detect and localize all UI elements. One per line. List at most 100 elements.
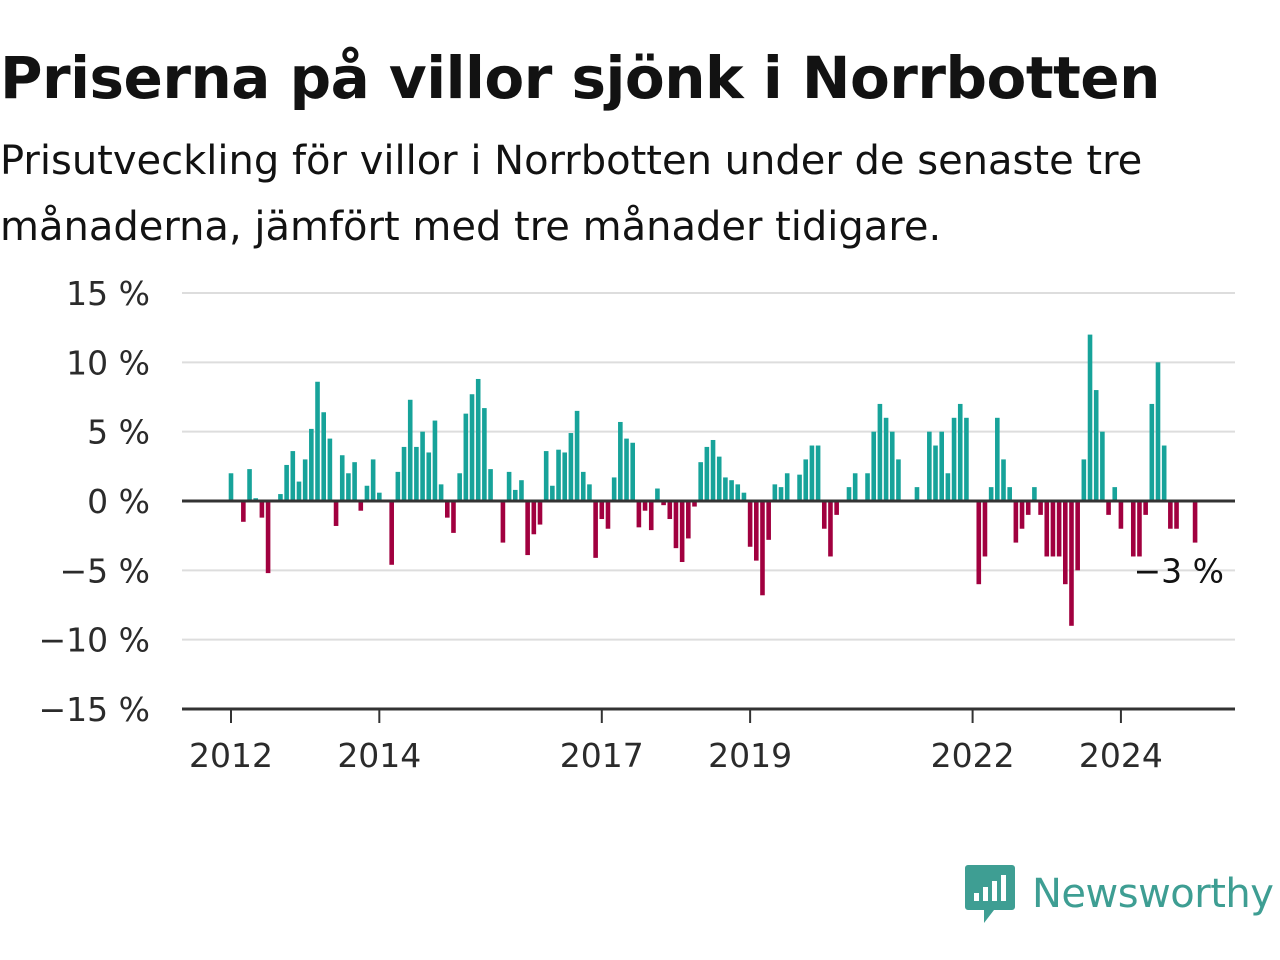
bar xyxy=(995,417,1000,501)
bar xyxy=(599,501,605,520)
bar xyxy=(982,501,988,557)
bar xyxy=(1056,501,1062,557)
bar xyxy=(871,431,877,501)
bar xyxy=(704,446,710,501)
bar xyxy=(747,501,753,547)
x-tick-label: 2017 xyxy=(560,736,644,775)
bar xyxy=(716,456,722,501)
bar xyxy=(432,420,438,501)
bar xyxy=(309,428,314,501)
bar xyxy=(797,474,802,501)
bar xyxy=(574,410,580,501)
y-tick-label: 0 % xyxy=(87,482,150,521)
bar xyxy=(636,501,642,528)
bar xyxy=(766,501,771,540)
bar xyxy=(754,501,759,561)
bar xyxy=(1149,403,1155,501)
bar xyxy=(834,501,839,515)
bar xyxy=(593,501,598,558)
bar xyxy=(296,481,302,501)
bar xyxy=(531,501,537,535)
x-tick-label: 2024 xyxy=(1079,736,1163,775)
newsworthy-logo-icon xyxy=(965,865,1015,923)
bar xyxy=(939,431,944,501)
bar xyxy=(1063,501,1068,585)
bar xyxy=(673,501,679,549)
last-value-label: −3 % xyxy=(1134,551,1225,590)
bar xyxy=(1087,334,1093,501)
bar xyxy=(778,487,784,501)
bar xyxy=(414,446,419,501)
x-axis: 2012 2014 2017 2019 2022 2024 xyxy=(189,709,1163,775)
bar xyxy=(358,501,364,511)
page-subtitle: Prisutveckling för villor i Norrbotten u… xyxy=(0,138,1143,250)
bar xyxy=(401,446,407,501)
bar xyxy=(525,501,530,556)
bar-series xyxy=(228,334,1198,626)
bar xyxy=(1038,501,1043,515)
y-tick-label: 5 % xyxy=(87,413,150,452)
bar xyxy=(630,442,635,501)
bar xyxy=(723,477,728,501)
bar xyxy=(784,473,790,501)
bar xyxy=(710,439,716,501)
bar xyxy=(302,459,308,501)
bar xyxy=(420,431,425,501)
bar xyxy=(976,501,982,585)
bar xyxy=(988,487,994,501)
bar xyxy=(519,480,524,501)
bar xyxy=(828,501,833,557)
page-title: Priserna på villor sjönk i Norrbotten xyxy=(0,44,1160,112)
bar xyxy=(1161,445,1167,501)
y-tick-label: 15 % xyxy=(66,274,150,313)
bar xyxy=(1025,501,1031,515)
bar xyxy=(809,445,815,501)
bar xyxy=(543,451,549,501)
bar xyxy=(883,417,889,501)
y-tick-label: −10 % xyxy=(39,621,151,660)
bar xyxy=(964,417,969,501)
bar xyxy=(580,471,586,501)
bar xyxy=(284,464,289,501)
bar xyxy=(698,462,703,501)
bar xyxy=(686,501,691,539)
bar xyxy=(846,487,852,501)
bar xyxy=(346,473,351,501)
bar xyxy=(1044,501,1050,557)
bar xyxy=(1192,501,1198,543)
bar xyxy=(247,469,252,501)
bar xyxy=(648,501,654,531)
bar xyxy=(852,473,858,501)
bar xyxy=(568,433,574,501)
bar xyxy=(1112,487,1118,501)
y-tick-label: 10 % xyxy=(66,343,150,382)
bar xyxy=(475,378,481,501)
bar xyxy=(1013,501,1019,543)
bar xyxy=(457,473,462,501)
bar xyxy=(611,477,617,501)
bar xyxy=(228,473,234,501)
x-tick-label: 2022 xyxy=(931,736,1015,775)
bar xyxy=(389,501,394,565)
bar xyxy=(265,501,271,574)
bar xyxy=(1093,390,1099,501)
bar xyxy=(506,471,512,501)
bar xyxy=(321,412,326,501)
bar xyxy=(772,484,778,501)
bar xyxy=(1007,487,1012,501)
bar xyxy=(933,445,938,501)
bar xyxy=(661,501,666,506)
bar xyxy=(407,399,413,501)
y-tick-label: −15 % xyxy=(39,690,151,729)
bar xyxy=(1100,431,1105,501)
bar xyxy=(1001,459,1006,501)
grid-lines xyxy=(182,292,1235,641)
bar xyxy=(1143,501,1148,515)
bar xyxy=(914,487,920,501)
bar xyxy=(877,403,883,501)
bar xyxy=(821,501,827,529)
bar xyxy=(605,501,611,529)
x-tick-label: 2014 xyxy=(337,736,421,775)
bar xyxy=(1075,501,1080,571)
bar xyxy=(741,492,747,501)
